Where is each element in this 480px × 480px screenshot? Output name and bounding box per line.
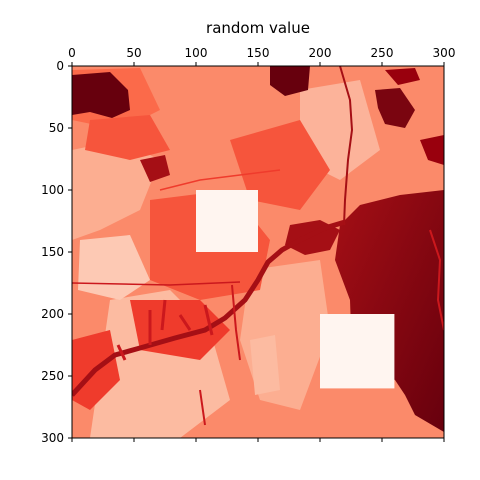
x-tick-label: 300 xyxy=(433,46,456,60)
heatmap-dark-region xyxy=(72,72,130,118)
masked-regions xyxy=(196,190,395,389)
heatmap-dark-region xyxy=(140,155,170,182)
chart-title: random value xyxy=(206,19,310,37)
x-tick-label: 150 xyxy=(247,46,270,60)
x-tick-label: 100 xyxy=(185,46,208,60)
masked-region-1 xyxy=(196,190,258,252)
heatmap-river xyxy=(116,299,214,361)
y-tick-label: 0 xyxy=(56,59,64,73)
x-axis-ticks: 0 50 100 150 200 250 300 xyxy=(68,46,455,442)
heatmap-road xyxy=(231,284,241,361)
heatmap-dark-region xyxy=(385,68,420,85)
heatmap-dark-region xyxy=(420,135,444,165)
heatmap-road xyxy=(159,169,281,191)
heatmap-image xyxy=(72,66,444,438)
y-axis-ticks: 0 50 100 150 200 250 300 xyxy=(41,59,72,445)
heatmap-field-mid xyxy=(230,120,330,210)
heatmap-road xyxy=(339,66,354,226)
heatmap-field-mid xyxy=(85,115,170,160)
x-tick-label: 0 xyxy=(68,46,76,60)
x-tick-label: 200 xyxy=(309,46,332,60)
heatmap-dark-region xyxy=(375,88,415,128)
y-tick-label: 100 xyxy=(41,183,64,197)
heatmap-field-light xyxy=(72,140,160,240)
masked-region-2 xyxy=(320,314,395,389)
heatmap-dark-region xyxy=(270,66,310,96)
x-tick-label: 250 xyxy=(371,46,394,60)
heatmap-field-light xyxy=(250,335,280,395)
y-tick-label: 300 xyxy=(41,431,64,445)
y-tick-label: 200 xyxy=(41,307,64,321)
y-tick-label: 50 xyxy=(49,121,64,135)
y-tick-label: 150 xyxy=(41,245,64,259)
heatmap-road xyxy=(199,389,206,426)
heatmap-dark-region xyxy=(335,190,444,432)
x-tick-label: 50 xyxy=(126,46,141,60)
y-tick-label: 250 xyxy=(41,369,64,383)
heatmap-road xyxy=(72,281,241,286)
heatmap-road xyxy=(429,229,444,331)
